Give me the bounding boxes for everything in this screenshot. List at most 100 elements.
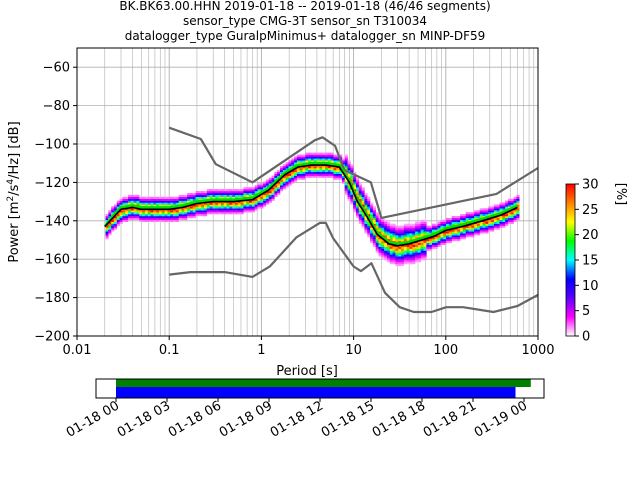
timeline-bars — [116, 379, 531, 398]
density-cell — [263, 202, 267, 205]
density-cell — [175, 219, 179, 222]
density-cell — [234, 192, 239, 196]
density-cell — [482, 227, 486, 230]
density-cell — [479, 221, 483, 224]
colorbar-tick-label: 30 — [582, 178, 599, 193]
density-cell — [443, 221, 447, 224]
density-cell — [367, 227, 371, 230]
density-cell — [240, 200, 244, 203]
density-cell — [257, 185, 261, 188]
density-cell — [502, 206, 506, 209]
density-cell — [457, 239, 461, 242]
density-cell — [429, 231, 433, 234]
density-cell — [429, 240, 433, 244]
density-cell — [189, 192, 194, 196]
density-cell — [119, 219, 123, 222]
density-cell — [361, 212, 365, 215]
density-cell — [451, 233, 455, 236]
density-cell — [291, 175, 295, 178]
density-cell — [268, 200, 272, 203]
density-cell — [395, 258, 399, 261]
density-cell — [263, 194, 267, 197]
density-cell — [412, 262, 416, 265]
density-cell — [268, 194, 272, 197]
density-cell — [111, 221, 115, 224]
density-cell — [173, 202, 177, 205]
density-cell — [308, 169, 312, 173]
density-cell — [251, 204, 255, 207]
density-cell — [268, 181, 272, 184]
density-cell — [361, 200, 365, 203]
density-cell — [136, 202, 140, 205]
density-cell — [308, 160, 312, 163]
density-cell — [291, 177, 295, 180]
density-cell — [195, 191, 199, 194]
density-cell — [336, 175, 340, 178]
density-cell — [192, 196, 196, 199]
density-cell — [119, 214, 123, 217]
density-cell — [367, 202, 371, 205]
density-cell — [144, 196, 149, 199]
density-cell — [367, 231, 371, 234]
density-cell — [201, 196, 205, 199]
density-cell — [223, 206, 227, 209]
density-cell — [136, 217, 140, 221]
density-cell — [336, 169, 340, 173]
density-cell — [195, 210, 199, 213]
density-cell — [189, 216, 194, 219]
density-cell — [285, 181, 289, 184]
density-cell — [325, 152, 329, 155]
density-cell — [347, 183, 351, 186]
density-cell — [465, 229, 469, 232]
density-cell — [355, 206, 360, 209]
density-cell — [446, 221, 450, 224]
density-cell — [412, 250, 416, 253]
density-cell — [417, 254, 422, 257]
density-cell — [204, 196, 208, 199]
density-cell — [206, 204, 210, 207]
density-cell — [451, 231, 455, 234]
density-cell — [415, 227, 419, 230]
density-cell — [477, 212, 481, 215]
density-cell — [429, 227, 433, 230]
density-cell — [386, 235, 391, 238]
density-cell — [327, 160, 331, 163]
density-cell — [417, 225, 422, 228]
density-cell — [195, 196, 199, 199]
density-cell — [491, 221, 495, 224]
density-cell — [457, 231, 461, 234]
density-cell — [502, 223, 506, 226]
density-cell — [401, 231, 405, 234]
density-cell — [350, 175, 354, 178]
density-cell — [358, 200, 362, 203]
density-cell — [142, 217, 146, 221]
density-cell — [358, 183, 362, 186]
density-cell — [260, 187, 264, 190]
density-cell — [310, 173, 315, 176]
density-cell — [111, 223, 115, 226]
density-cell — [493, 204, 498, 207]
density-cell — [161, 219, 165, 222]
density-cell — [361, 223, 365, 226]
density-cell — [372, 208, 376, 211]
density-cell — [420, 227, 424, 230]
density-cell — [113, 221, 118, 224]
density-cell — [128, 208, 132, 211]
y-tick-label: −120 — [34, 176, 70, 191]
density-cell — [192, 194, 196, 197]
density-cell — [105, 237, 109, 240]
density-cell — [330, 160, 334, 163]
density-cell — [401, 235, 405, 238]
density-cell — [420, 256, 424, 259]
density-cell — [187, 210, 191, 213]
density-cell — [260, 196, 264, 199]
density-cell — [420, 242, 424, 245]
density-cell — [181, 214, 185, 217]
density-cell — [212, 212, 216, 215]
density-cell — [294, 173, 298, 176]
density-cell — [372, 244, 376, 247]
density-cell — [246, 204, 250, 207]
density-cell — [249, 191, 253, 194]
density-cell — [339, 173, 343, 176]
density-cell — [434, 225, 438, 228]
